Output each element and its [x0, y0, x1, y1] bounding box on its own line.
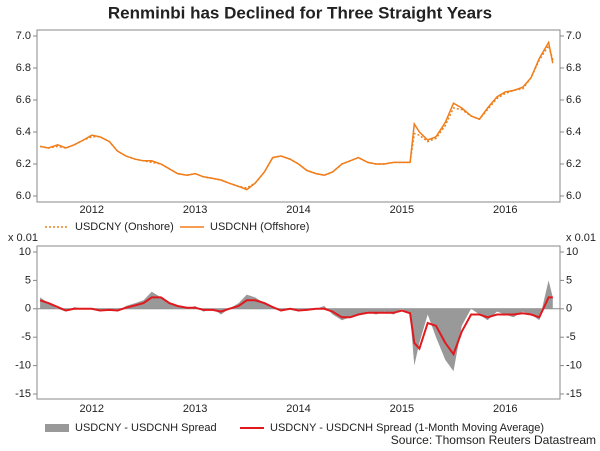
y2-tick-label: 6.0	[566, 190, 581, 202]
series-line	[39, 296, 553, 357]
x-tick-label: 2012	[80, 204, 104, 216]
legend-label: USDCNH (Offshore)	[210, 221, 309, 233]
y2-tick-label: 10	[566, 246, 578, 258]
y2-tick-label: -15	[566, 388, 582, 400]
y2-tick-label: 6.6	[566, 94, 581, 106]
y-tick-label: 6.8	[16, 62, 31, 74]
y2-tick-label: -10	[566, 360, 582, 372]
legend-label: USDCNY (Onshore)	[75, 221, 174, 233]
y2-tick-label: 6.2	[566, 158, 581, 170]
series-line	[39, 43, 554, 189]
y-tick-label: 0	[25, 303, 31, 315]
x-tick-label: 2014	[286, 204, 310, 216]
y2-tick-label: 7.0	[566, 30, 581, 42]
y2-unit-label: x 0.01	[566, 232, 596, 244]
y2-tick-label: 6.8	[566, 62, 581, 74]
y-tick-label: 6.6	[16, 94, 31, 106]
source-note: Source: Thomson Reuters Datastream	[391, 433, 596, 447]
y-tick-label: 5	[25, 274, 31, 286]
y2-tick-label: 5	[566, 274, 572, 286]
y2-tick-label: 6.4	[566, 126, 581, 138]
legend-label: USDCNY - USDCNH Spread (1-Month Moving A…	[270, 422, 544, 434]
y-tick-label: -5	[21, 331, 31, 343]
y-unit-label: x 0.01	[8, 232, 38, 244]
y-tick-label: 10	[19, 246, 31, 258]
y-tick-label: 7.0	[16, 30, 31, 42]
x-tick-label: 2013	[183, 204, 207, 216]
y-tick-label: -10	[15, 360, 31, 372]
chart-title: Renminbi has Declined for Three Straight…	[108, 3, 492, 22]
y2-tick-label: 0	[566, 303, 572, 315]
legend-swatch	[45, 424, 69, 432]
x-tick-label: 2014	[286, 403, 310, 415]
y-tick-label: 6.4	[16, 126, 31, 138]
x-tick-label: 2012	[80, 403, 104, 415]
x-tick-label: 2016	[493, 403, 517, 415]
series-line	[39, 40, 554, 191]
y-tick-label: 6.0	[16, 190, 31, 202]
y2-tick-label: -5	[566, 331, 576, 343]
y-tick-label: 6.2	[16, 158, 31, 170]
legend-label: USDCNY - USDCNH Spread	[75, 422, 217, 434]
y-tick-label: -15	[15, 388, 31, 400]
plot-frame	[36, 245, 561, 400]
x-tick-label: 2015	[390, 204, 414, 216]
plot-frame	[36, 29, 561, 203]
x-tick-label: 2013	[183, 403, 207, 415]
spread-area	[40, 280, 553, 372]
x-tick-label: 2016	[493, 204, 517, 216]
x-tick-label: 2015	[390, 403, 414, 415]
